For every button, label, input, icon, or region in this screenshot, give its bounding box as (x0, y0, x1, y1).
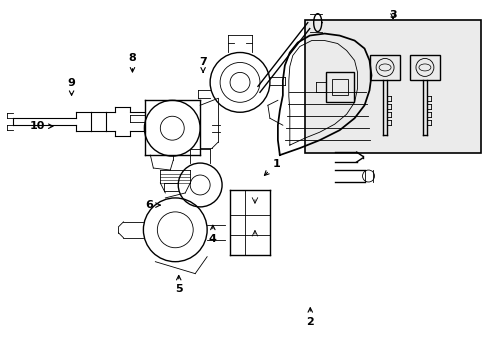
Text: 5: 5 (175, 275, 182, 294)
Text: 1: 1 (264, 159, 280, 175)
Text: 4: 4 (208, 225, 216, 244)
Bar (332, 79, 347, 95)
Text: 10: 10 (30, 121, 53, 131)
Text: 7: 7 (199, 57, 206, 72)
Text: 2: 2 (306, 308, 313, 327)
Text: 3: 3 (388, 10, 396, 20)
Bar (305, 21, 480, 153)
Text: 8: 8 (128, 53, 136, 72)
Bar (325, 72, 353, 102)
Text: 6: 6 (145, 200, 160, 210)
Bar (369, 55, 399, 80)
Bar (409, 55, 439, 80)
Text: 9: 9 (67, 78, 75, 95)
